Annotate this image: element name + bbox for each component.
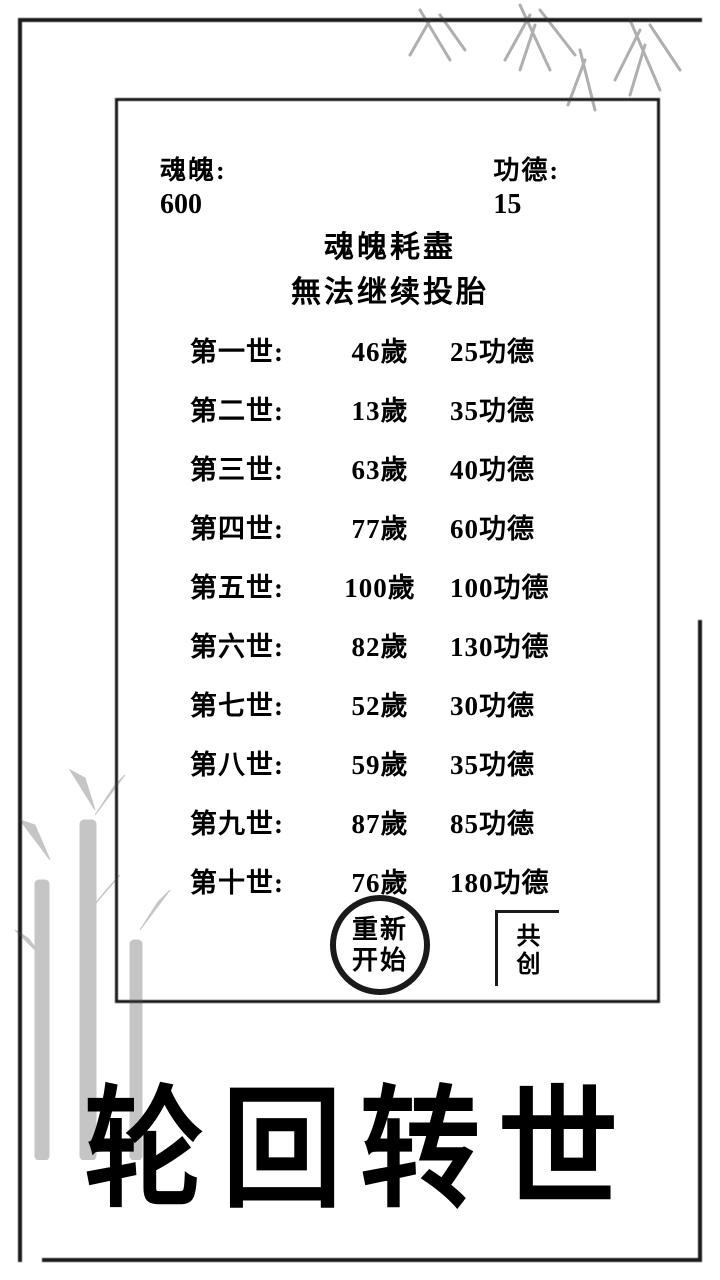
life-merit: 25功德 <box>440 330 590 369</box>
game-title: 轮回转世 <box>0 1042 720 1233</box>
life-merit: 130功德 <box>440 625 590 664</box>
life-label: 第二世: <box>190 389 320 428</box>
life-label: 第十世: <box>190 861 320 900</box>
life-age: 63歲 <box>320 448 440 487</box>
life-label: 第六世: <box>190 625 320 664</box>
life-row: 第五世:100歲100功德 <box>190 566 590 605</box>
soul-label: 魂魄: <box>160 150 227 187</box>
life-row: 第六世:82歲130功德 <box>190 625 590 664</box>
life-label: 第三世: <box>190 448 320 487</box>
life-row: 第二世:13歲35功德 <box>190 389 590 428</box>
life-row: 第三世:63歲40功德 <box>190 448 590 487</box>
life-merit: 85功德 <box>440 802 590 841</box>
life-age: 77歲 <box>320 507 440 546</box>
life-row: 第七世:52歲30功德 <box>190 684 590 723</box>
life-label: 第一世: <box>190 330 320 369</box>
message-line-2: 無法继续投胎 <box>140 270 640 315</box>
life-label: 第八世: <box>190 743 320 782</box>
merit-stat: 功德: 15 <box>493 150 560 221</box>
life-merit: 180功德 <box>440 861 590 900</box>
life-row: 第九世:87歲85功德 <box>190 802 590 841</box>
life-row: 第一世:46歲25功德 <box>190 330 590 369</box>
soul-stat: 魂魄: 600 <box>160 150 227 221</box>
life-label: 第四世: <box>190 507 320 546</box>
life-row: 第十世:76歲180功德 <box>190 861 590 900</box>
life-row: 第四世:77歲60功德 <box>190 507 590 546</box>
life-label: 第五世: <box>190 566 320 605</box>
soul-value: 600 <box>160 189 227 221</box>
life-age: 82歲 <box>320 625 440 664</box>
restart-button[interactable]: 重新 开始 <box>330 895 430 995</box>
life-label: 第九世: <box>190 802 320 841</box>
life-label: 第七世: <box>190 684 320 723</box>
merit-label: 功德: <box>493 150 560 187</box>
life-merit: 100功德 <box>440 566 590 605</box>
life-merit: 35功德 <box>440 389 590 428</box>
life-age: 52歲 <box>320 684 440 723</box>
life-age: 46歲 <box>320 330 440 369</box>
cocreate-button-label: 共 创 <box>517 924 541 979</box>
merit-value: 15 <box>493 189 560 221</box>
game-over-message: 魂魄耗盡 無法继续投胎 <box>140 225 640 315</box>
life-age: 87歲 <box>320 802 440 841</box>
cocreate-button[interactable]: 共 创 <box>495 910 559 986</box>
life-merit: 30功德 <box>440 684 590 723</box>
life-row: 第八世:59歲35功德 <box>190 743 590 782</box>
life-age: 13歲 <box>320 389 440 428</box>
life-merit: 35功德 <box>440 743 590 782</box>
life-age: 59歲 <box>320 743 440 782</box>
life-merit: 60功德 <box>440 507 590 546</box>
message-line-1: 魂魄耗盡 <box>140 225 640 270</box>
stats-bar: 魂魄: 600 功德: 15 <box>160 150 620 221</box>
restart-button-label: 重新 开始 <box>352 914 408 976</box>
life-history-list: 第一世:46歲25功德第二世:13歲35功德第三世:63歲40功德第四世:77歲… <box>190 330 590 920</box>
life-merit: 40功德 <box>440 448 590 487</box>
life-age: 100歲 <box>320 566 440 605</box>
